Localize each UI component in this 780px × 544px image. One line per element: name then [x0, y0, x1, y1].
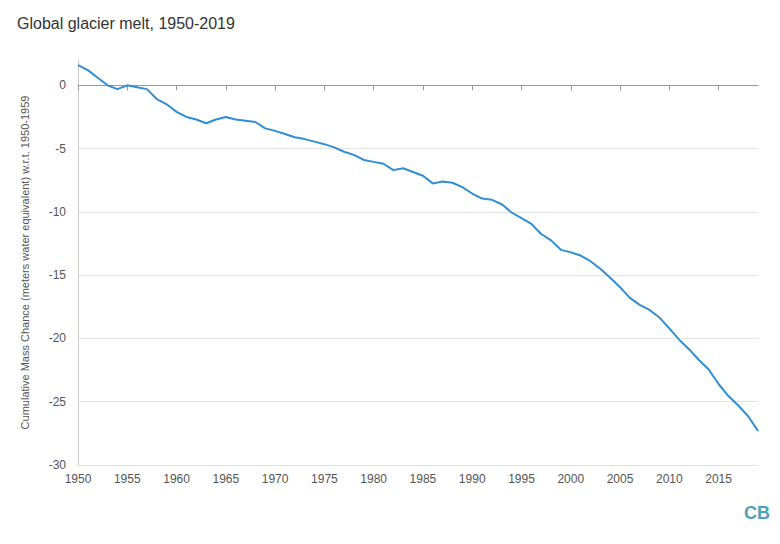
svg-text:1960: 1960 — [163, 472, 190, 486]
svg-text:2010: 2010 — [656, 472, 683, 486]
svg-text:CB: CB — [744, 503, 770, 523]
svg-text:-5: -5 — [55, 142, 66, 156]
svg-text:-20: -20 — [49, 331, 67, 345]
svg-text:0: 0 — [59, 78, 66, 92]
svg-text:2015: 2015 — [705, 472, 732, 486]
svg-text:-10: -10 — [49, 205, 67, 219]
svg-text:Global glacier melt, 1950-2019: Global glacier melt, 1950-2019 — [17, 15, 235, 32]
svg-text:1990: 1990 — [459, 472, 486, 486]
svg-text:-15: -15 — [49, 268, 67, 282]
svg-text:1950: 1950 — [65, 472, 92, 486]
svg-text:2000: 2000 — [557, 472, 584, 486]
svg-text:-30: -30 — [49, 458, 67, 472]
svg-text:2005: 2005 — [607, 472, 634, 486]
svg-text:1980: 1980 — [360, 472, 387, 486]
svg-text:1955: 1955 — [114, 472, 141, 486]
svg-text:1970: 1970 — [262, 472, 289, 486]
svg-text:1975: 1975 — [311, 472, 338, 486]
svg-text:1965: 1965 — [212, 472, 239, 486]
svg-text:-25: -25 — [49, 395, 67, 409]
svg-text:1985: 1985 — [410, 472, 437, 486]
svg-text:Cumulative Mass Chance (meters: Cumulative Mass Chance (meters water equ… — [19, 96, 31, 430]
svg-text:1995: 1995 — [508, 472, 535, 486]
